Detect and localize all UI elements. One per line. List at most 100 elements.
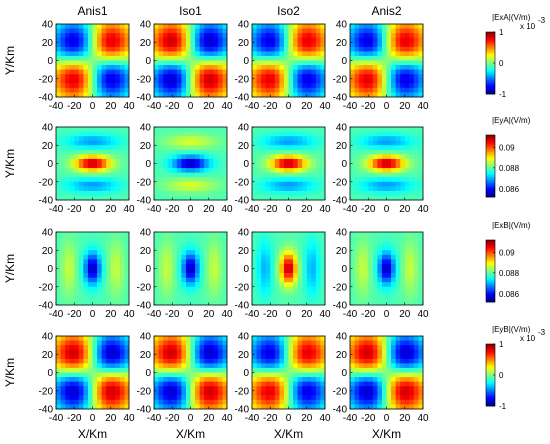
heatmap-cell: [350, 250, 355, 256]
heatmap-cell: [363, 190, 369, 196]
heatmap-cell: [190, 245, 196, 251]
heatmap-cell: [413, 154, 419, 160]
heatmap-cell: [92, 381, 98, 387]
heatmap-cell: [222, 69, 228, 75]
heatmap-cell: [261, 140, 267, 146]
heatmap-cell: [163, 273, 169, 279]
heatmap-cell: [256, 177, 262, 183]
heatmap-cell: [65, 345, 71, 351]
x-tick-label: 40: [417, 101, 429, 112]
heatmap-cell: [163, 24, 169, 29]
colorbar-step: [486, 179, 495, 182]
heatmap-cell: [261, 24, 267, 29]
heatmap-cell: [297, 24, 303, 29]
heatmap-cell: [320, 163, 326, 169]
heatmap-cell: [315, 51, 321, 57]
heatmap-cell: [315, 300, 321, 306]
heatmap-cell: [372, 372, 378, 378]
heatmap-cell: [302, 127, 308, 132]
heatmap-cell: [297, 277, 303, 283]
heatmap-cell: [274, 195, 280, 201]
heatmap-cell: [87, 300, 93, 306]
colorbar-step: [486, 178, 495, 181]
heatmap-cell: [208, 291, 214, 297]
heatmap-cell: [158, 358, 164, 364]
heatmap-cell: [404, 55, 410, 61]
x-tick-label: 0: [384, 204, 390, 215]
heatmap-cell: [283, 83, 289, 89]
x-tick-label: -40: [245, 413, 260, 424]
heatmap-cell: [404, 291, 410, 297]
heatmap-cell: [97, 263, 103, 269]
heatmap-cell: [311, 395, 317, 401]
heatmap-cell: [208, 46, 214, 52]
heatmap-cell: [368, 37, 374, 43]
heatmap-cell: [288, 181, 294, 187]
heatmap-cell: [65, 372, 71, 378]
heatmap-cell: [372, 404, 378, 410]
heatmap-cell: [395, 163, 401, 169]
heatmap-cell: [311, 377, 317, 383]
heatmap-cell: [181, 273, 187, 279]
heatmap-cell: [409, 37, 415, 43]
heatmap-cell: [350, 51, 355, 57]
heatmap-cell: [350, 232, 355, 237]
heatmap-cell: [101, 24, 107, 29]
heatmap-cell: [176, 358, 182, 364]
heatmap-cell: [74, 145, 80, 151]
heatmap-cell: [110, 354, 116, 360]
colorbar-step: [486, 371, 495, 374]
heatmap-cell: [60, 140, 66, 146]
heatmap-cell: [199, 78, 205, 84]
heatmap-cell: [293, 92, 299, 98]
heatmap-cell: [195, 131, 201, 137]
heatmap-cell: [270, 295, 276, 301]
y-tick-label: 0: [341, 56, 347, 67]
heatmap-cell: [252, 277, 257, 283]
heatmap-cell: [83, 381, 89, 387]
heatmap-cell: [391, 345, 397, 351]
heatmap-cell: [195, 140, 201, 146]
heatmap-cell: [386, 268, 392, 274]
heatmap-cell: [56, 399, 61, 405]
heatmap-cell: [69, 190, 75, 196]
heatmap-cell: [256, 390, 262, 396]
heatmap-cell: [78, 92, 84, 98]
heatmap-cell: [185, 386, 191, 392]
heatmap-cell: [163, 245, 169, 251]
heatmap-cell: [154, 42, 159, 48]
heatmap-cell: [56, 195, 61, 201]
heatmap-cell: [119, 259, 125, 265]
heatmap-cell: [74, 51, 80, 57]
heatmap-cell: [87, 158, 93, 164]
heatmap-cell: [217, 168, 223, 174]
heatmap-cell: [74, 259, 80, 265]
colorbar-step: [486, 70, 495, 73]
heatmap-cell: [372, 60, 378, 66]
heatmap-cell: [302, 254, 308, 260]
heatmap-cell: [208, 186, 214, 192]
heatmap-cell: [274, 277, 280, 283]
heatmap-cell: [158, 74, 164, 80]
heatmap-cell: [293, 241, 299, 247]
heatmap-cell: [359, 372, 365, 378]
heatmap-cell: [110, 404, 116, 410]
colorbar-step: [486, 55, 495, 58]
heatmap-cell: [391, 381, 397, 387]
heatmap-cell: [400, 37, 406, 43]
heatmap-cell: [404, 363, 410, 369]
heatmap-cell: [74, 300, 80, 306]
heatmap-cell: [190, 250, 196, 256]
heatmap-cell: [279, 172, 285, 178]
heatmap-cell: [261, 51, 267, 57]
heatmap-cell: [69, 177, 75, 183]
heatmap-cell: [158, 140, 164, 146]
heatmap-cell: [65, 404, 71, 410]
heatmap-cell: [320, 336, 326, 341]
heatmap-cell: [163, 390, 169, 396]
heatmap-cell: [400, 69, 406, 75]
heatmap-cell: [199, 236, 205, 242]
heatmap-cell: [181, 381, 187, 387]
x-tick-label: 0: [286, 413, 292, 424]
heatmap-cell: [413, 345, 419, 351]
